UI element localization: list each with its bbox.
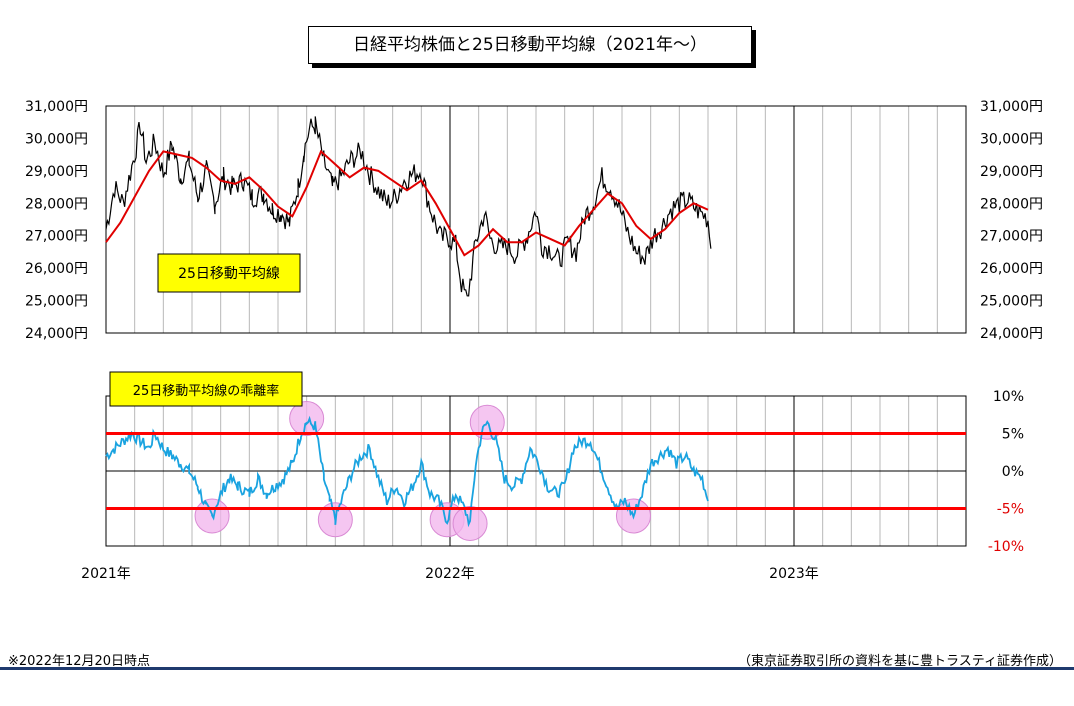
deviation-label-text: 25日移動平均線の乖離率 (133, 383, 280, 399)
ma-label-box (157, 253, 301, 293)
ma-series-line (105, 149, 709, 257)
deviation-tick: -5% (997, 502, 1024, 518)
x-tick-label: 2022年 (425, 566, 475, 582)
ma-label-text: 25日移動平均線 (178, 266, 280, 282)
extreme-highlight-circle (452, 506, 488, 541)
price-tick-left: 28,000円 (25, 196, 88, 212)
price-tick-left: 29,000円 (25, 164, 88, 180)
price-tick-right: 26,000円 (980, 261, 1043, 277)
price-panel: 24,000円 24,000円 25,000円 25,000円 26,000円 26,00… (25, 99, 1043, 342)
chart-title: 日経平均株価と25日移動平均線（2021年～） (308, 26, 752, 64)
price-tick-right: 25,000円 (980, 294, 1043, 310)
footer-note: ※2022年12月20日時点 (8, 654, 151, 669)
price-tick-left: 31,000円 (25, 99, 88, 115)
price-tick-right: 24,000円 (980, 326, 1043, 342)
price-tick-left: 24,000円 (25, 326, 88, 342)
price-tick-left: 26,000円 (25, 261, 88, 277)
price-tick-right: 27,000円 (980, 229, 1043, 245)
price-tick-left: 25,000円 (25, 294, 88, 310)
price-tick-left: 27,000円 (25, 229, 88, 245)
deviation-tick: 10% (993, 389, 1024, 405)
price-tick-right: 29,000円 (980, 164, 1043, 180)
footer-source: （東京証券取引所の資料を基に豊トラスティ証券作成） (738, 654, 1062, 669)
plot-frame (105, 105, 967, 334)
price-tick-right: 28,000円 (980, 196, 1043, 212)
deviation-tick: -10% (988, 539, 1024, 555)
price-tick-right: 31,000円 (980, 99, 1043, 115)
price-tick-right: 30,000円 (980, 131, 1043, 147)
x-axis: 2021年 2022年 2023年 (81, 566, 819, 582)
x-tick-label: 2021年 (81, 566, 131, 582)
footer-rule (0, 667, 1074, 670)
x-tick-label: 2023年 (769, 566, 819, 582)
price-tick-left: 30,000円 (25, 131, 88, 147)
deviation-label-box (109, 371, 303, 407)
deviation-panel: 10% 5% 0% -5% -10% 25日移動平均線の乖離率 (105, 371, 1024, 555)
deviation-tick: 0% (1002, 464, 1024, 480)
deviation-tick: 5% (1002, 427, 1024, 443)
extreme-highlight-circle (289, 401, 325, 436)
deviation-series-line (105, 415, 709, 528)
